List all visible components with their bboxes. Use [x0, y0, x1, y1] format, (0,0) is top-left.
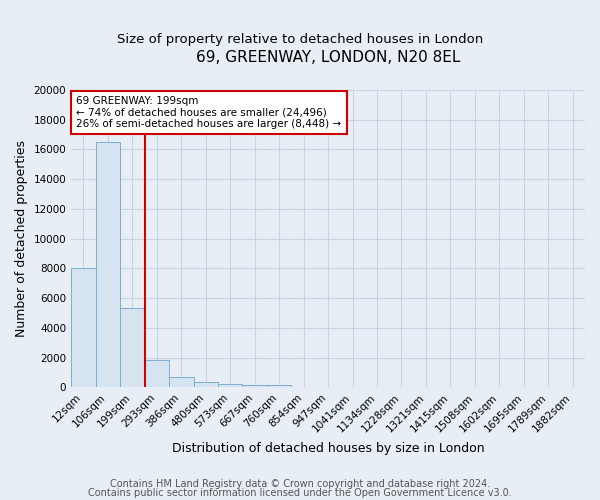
- X-axis label: Distribution of detached houses by size in London: Distribution of detached houses by size …: [172, 442, 484, 455]
- Bar: [218, 384, 242, 388]
- Bar: [71, 268, 95, 388]
- Text: Contains HM Land Registry data © Crown copyright and database right 2024.: Contains HM Land Registry data © Crown c…: [110, 479, 490, 489]
- Title: 69, GREENWAY, LONDON, N20 8EL: 69, GREENWAY, LONDON, N20 8EL: [196, 50, 460, 65]
- Bar: [267, 386, 292, 388]
- Text: 69 GREENWAY: 199sqm
← 74% of detached houses are smaller (24,496)
26% of semi-de: 69 GREENWAY: 199sqm ← 74% of detached ho…: [76, 96, 341, 129]
- Text: Contains public sector information licensed under the Open Government Licence v3: Contains public sector information licen…: [88, 488, 512, 498]
- Bar: [194, 382, 218, 388]
- Bar: [242, 385, 267, 388]
- Bar: [169, 377, 194, 388]
- Bar: [145, 360, 169, 388]
- Bar: [95, 142, 120, 388]
- Text: Size of property relative to detached houses in London: Size of property relative to detached ho…: [117, 32, 483, 46]
- Y-axis label: Number of detached properties: Number of detached properties: [15, 140, 28, 337]
- Bar: [120, 308, 145, 388]
